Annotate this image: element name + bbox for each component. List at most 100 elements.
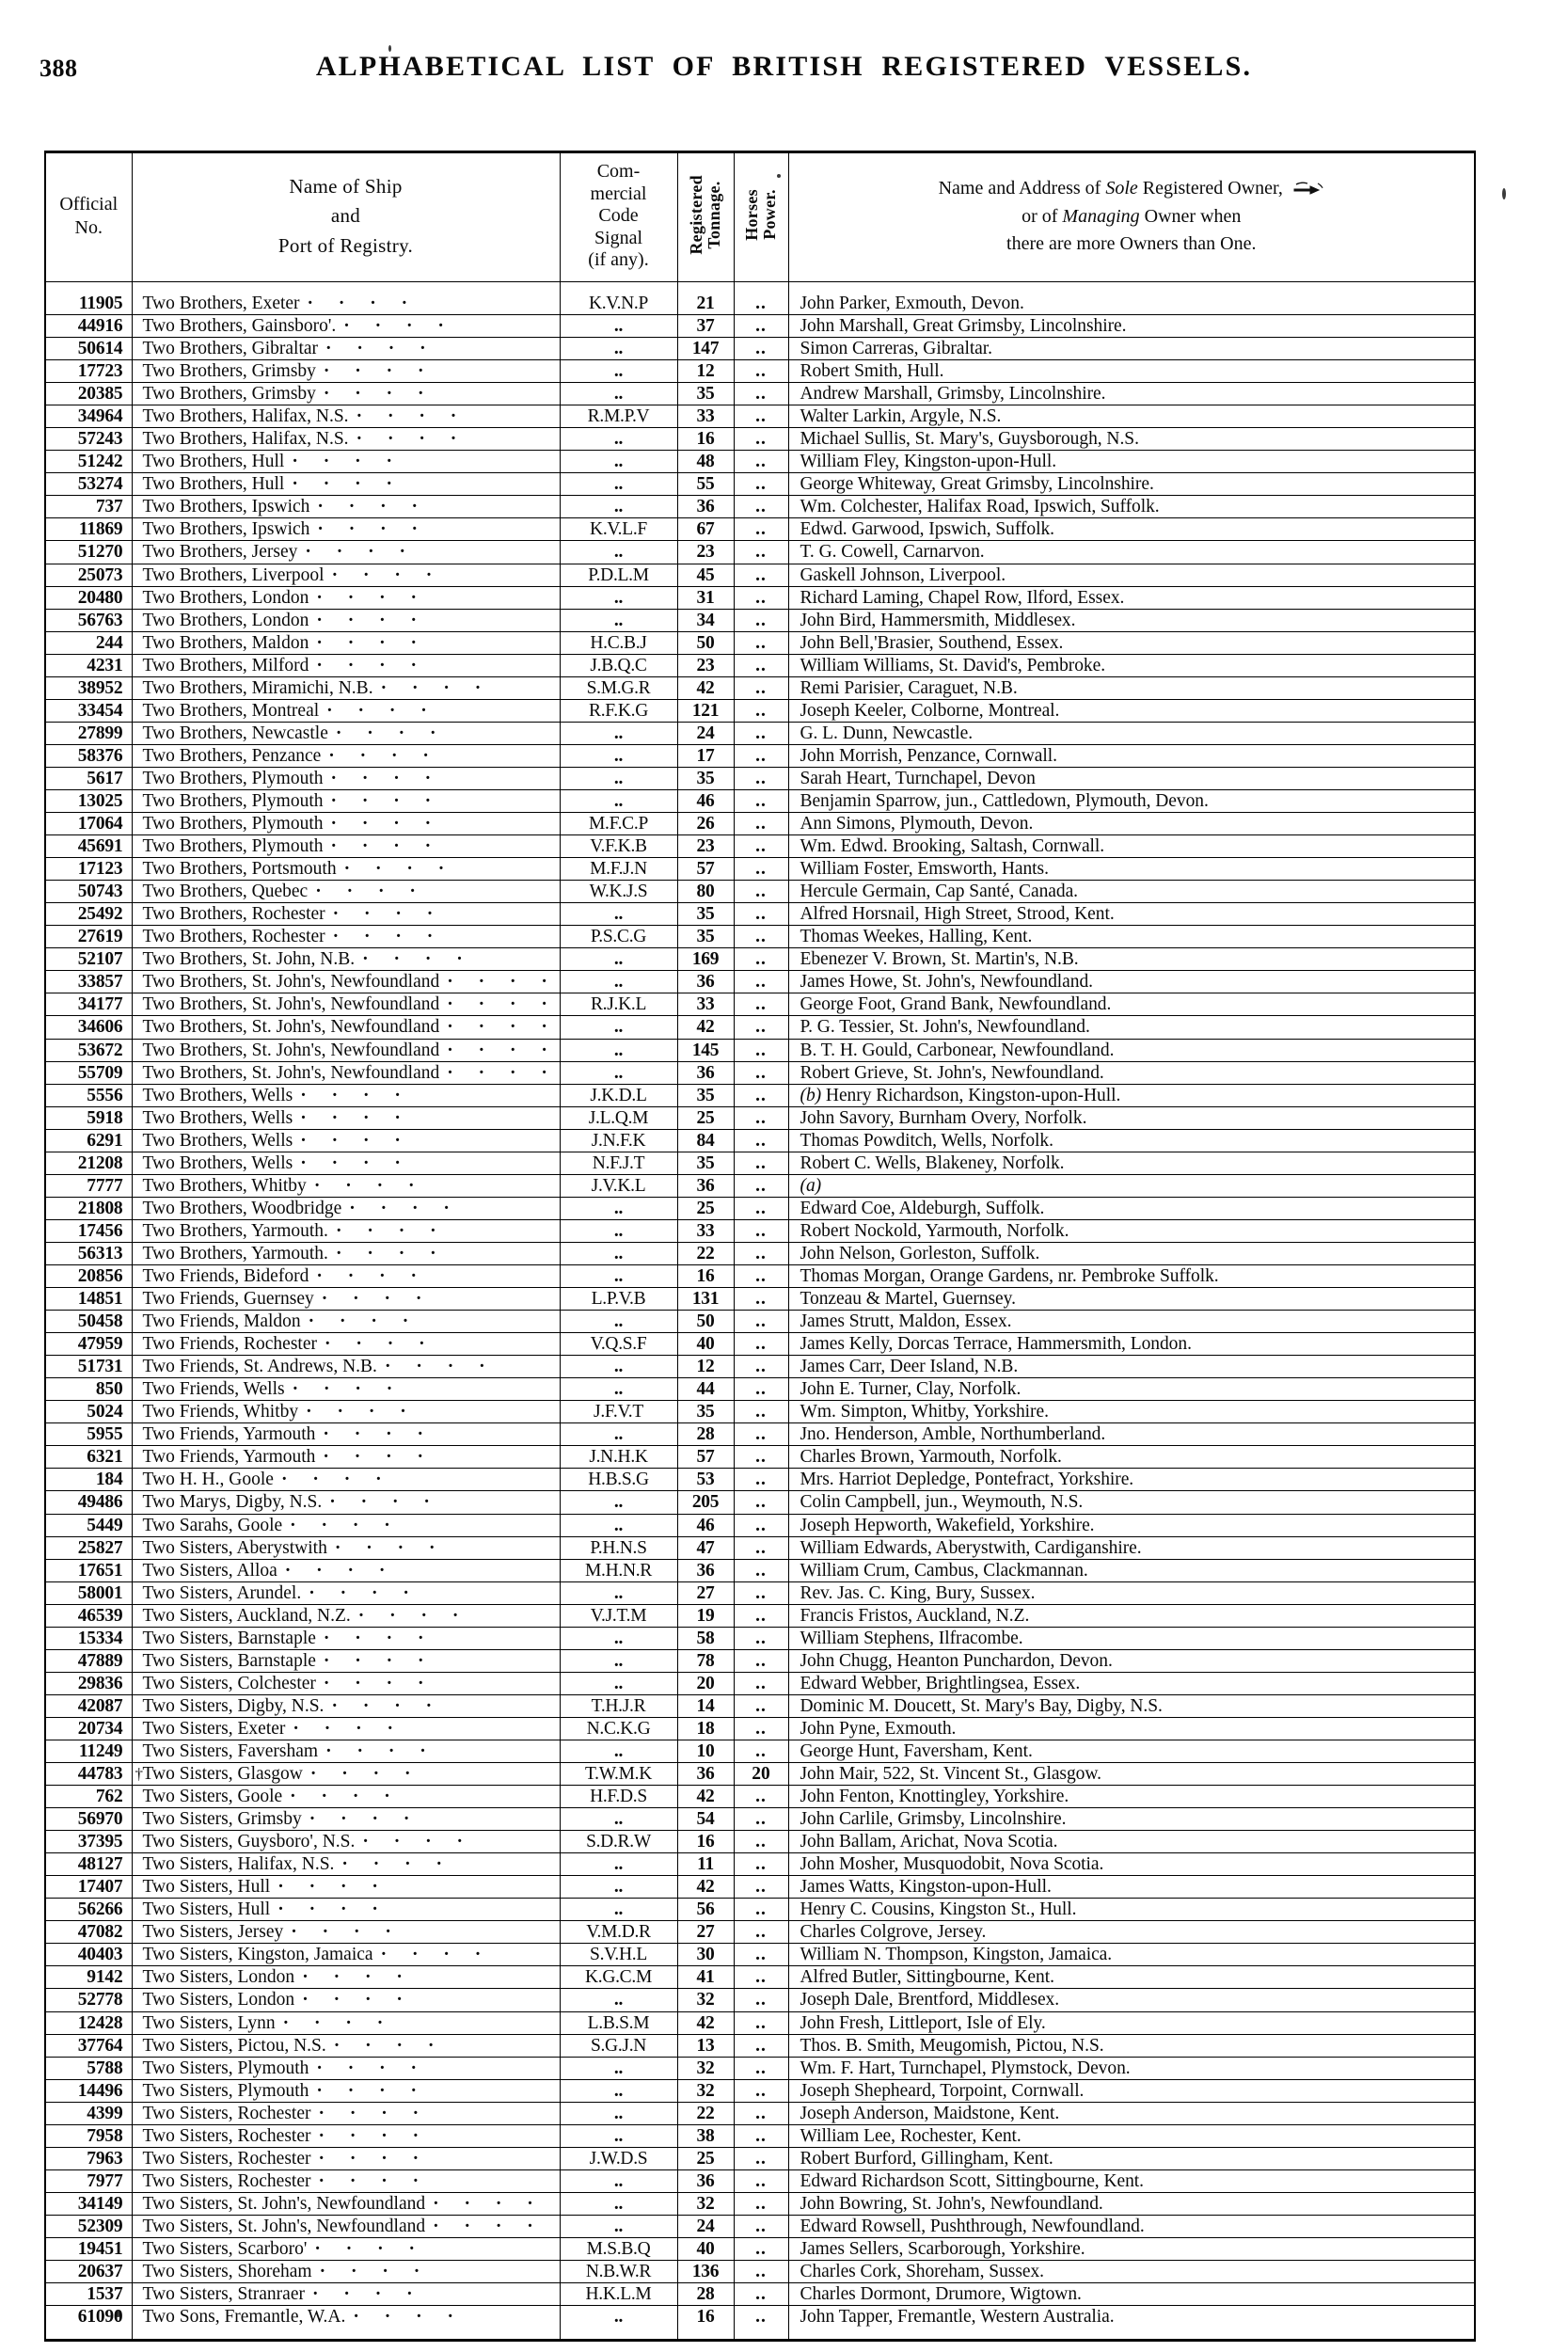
cell-ship-name-port: Two Brothers, Maldon · · · ·: [131, 630, 561, 655]
owner-text: G. L. Dunn, Newcastle.: [800, 723, 974, 743]
cell-horses-power: ..: [733, 880, 789, 904]
ship-name-text: Two Sisters, Plymouth: [142, 2080, 309, 2101]
cell-official-no: 47959: [44, 1332, 133, 1357]
ship-name-text: Two Sisters, Rochester: [142, 2148, 311, 2169]
table-row: 47959 Two Friends, Rochester · · · · V.Q.S.…: [44, 1332, 1476, 1357]
cell-registered-tonnage: 22: [676, 2101, 735, 2125]
owner-text: John E. Turner, Clay, Norfolk.: [800, 1379, 1022, 1400]
cell-ship-name-port: Two Brothers, London · · · ·: [131, 585, 561, 610]
cell-registered-tonnage: 56: [676, 1898, 735, 1922]
owner-text: Jno. Henderson, Amble, Northumberland.: [800, 1424, 1106, 1445]
cell-ship-name-port: Two Brothers, Quebec · · · ·: [131, 880, 561, 904]
cell-owner-name-address: Ann Simons, Plymouth, Devon.: [787, 812, 1476, 836]
code-line1: Com-: [596, 161, 641, 182]
owner-text: Edward Coe, Aldeburgh, Suffolk.: [800, 1198, 1045, 1218]
cell-horses-power: ..: [733, 1128, 789, 1152]
cell-registered-tonnage: 33: [676, 1218, 735, 1243]
cell-registered-tonnage: 20: [676, 1671, 735, 1695]
cell-code-signal: R.J.K.L: [559, 993, 678, 1017]
owner-text: Gaskell Johnson, Liverpool.: [800, 564, 1006, 585]
leader-dots: · · · ·: [323, 1673, 435, 1693]
ship-name-text: Two Friends, Whitby: [142, 1402, 299, 1422]
cell-registered-tonnage: 48: [676, 450, 735, 474]
table-row: 56266 Two Sisters, Hull · · · ·.. 56.. Henry…: [44, 1898, 1476, 1922]
cell-registered-tonnage: 38: [676, 2123, 735, 2148]
table-row: 5918 Two Brothers, Wells · · · · J.L.Q.M 25.…: [44, 1105, 1476, 1130]
cell-owner-name-address: Andrew Marshall, Grimsby, Lincolnshire.: [787, 382, 1476, 406]
cell-official-no: 17123: [44, 857, 133, 882]
ship-name-text: Two Brothers, Grimsby: [142, 384, 316, 405]
ship-name-text: Two Sisters, Pictou, N.S.: [142, 2035, 326, 2056]
cell-code-signal: ..: [559, 947, 678, 972]
ship-name-text: Two Brothers, Rochester: [142, 927, 325, 947]
cell-owner-name-address: William Edwards, Aberystwith, Cardigansh…: [787, 1535, 1476, 1560]
cell-registered-tonnage: 36: [676, 1173, 735, 1198]
cell-owner-name-address: Gaskell Johnson, Liverpool.: [787, 563, 1476, 587]
cell-registered-tonnage: 55: [676, 472, 735, 497]
ship-name-text: Two Sisters, Rochester: [142, 2125, 311, 2146]
cell-code-signal: ..: [559, 1875, 678, 1899]
cell-ship-name-port: Two Brothers, St. John's, Newfoundland · …: [131, 970, 561, 994]
leader-dots: · · · ·: [353, 2307, 464, 2328]
leader-dots: · · · ·: [343, 316, 454, 337]
owner-text: Tonzeau & Martel, Guernsey.: [800, 1289, 1016, 1310]
cell-official-no: 47082: [44, 1920, 133, 1945]
cell-registered-tonnage: 42: [676, 1015, 735, 1040]
cell-official-no: 850: [44, 1377, 133, 1402]
cell-official-no: 5556: [44, 1083, 133, 1107]
table-row: 25827 Two Sisters, Aberystwith · · · · P.H.…: [44, 1535, 1476, 1560]
owner-text: John Marshall, Great Grimsby, Lincolnshi…: [800, 316, 1127, 337]
cell-horses-power: ..: [733, 1581, 789, 1605]
cell-horses-power: ..: [733, 405, 789, 429]
table-row: 48127 Two Sisters, Halifax, N.S. · · · ·..…: [44, 1852, 1476, 1877]
leader-dots: · · · ·: [433, 2193, 544, 2214]
cell-ship-name-port: Two Friends, St. Andrews, N.B. · · · ·: [131, 1355, 561, 1379]
cell-registered-tonnage: 35: [676, 1151, 735, 1175]
cell-horses-power: ..: [733, 721, 789, 745]
cell-official-no: 6291: [44, 1128, 133, 1152]
cell-horses-power: ..: [733, 1083, 789, 1107]
table-row: 11869 Two Brothers, Ipswich · · · · K.V.L.F…: [44, 517, 1476, 542]
horses-vertical-label: Horses Power.: [742, 189, 779, 241]
cell-registered-tonnage: 31: [676, 585, 735, 610]
cell-horses-power: ..: [733, 1898, 789, 1922]
cell-official-no: 5024: [44, 1400, 133, 1424]
ship-name-text: Two Brothers, Plymouth: [142, 791, 324, 811]
cell-owner-name-address: Edward Richardson Scott, Sittingbourne, …: [787, 2169, 1476, 2193]
cell-horses-power: ..: [733, 857, 789, 882]
cell-registered-tonnage: 145: [676, 1038, 735, 1062]
owner-text: William Stephens, Ilfracombe.: [800, 1628, 1023, 1648]
owner-line2-a: or of: [1022, 205, 1063, 227]
owner-text: John Bird, Hammersmith, Middlesex.: [800, 610, 1076, 630]
cell-owner-name-address: Henry C. Cousins, Kingston St., Hull.: [787, 1898, 1476, 1922]
cell-ship-name-port: Two Brothers, Wells · · · ·: [131, 1083, 561, 1107]
owner-text: William Edwards, Aberystwith, Cardigansh…: [800, 1537, 1142, 1558]
ship-name-text: Two Sisters, Alloa: [142, 1560, 277, 1581]
ship-name-text: Two Sisters, St. John's, Newfoundland: [142, 2216, 426, 2236]
ship-name-text: Two Friends, Rochester: [142, 1334, 317, 1355]
cell-registered-tonnage: 28: [676, 2282, 735, 2307]
cell-registered-tonnage: 42: [676, 2010, 735, 2035]
cell-official-no: 46539: [44, 1603, 133, 1628]
leader-dots: · · · ·: [321, 1289, 433, 1310]
table-row: 4231 Two Brothers, Milford · · · · J.B.Q.C 2…: [44, 653, 1476, 677]
cell-ship-name-port: Two Sisters, St. John's, Newfoundland · ·…: [131, 2191, 561, 2216]
owner-text: William Foster, Emsworth, Hants.: [800, 859, 1049, 880]
cell-code-signal: ..: [559, 427, 678, 452]
ship-name-text: Two Brothers, Maldon: [142, 632, 309, 653]
table-row: 5955 Two Friends, Yarmouth · · · ·.. 28.. Jn…: [44, 1422, 1476, 1447]
cell-ship-name-port: Two Brothers, Portsmouth · · · ·: [131, 857, 561, 882]
cell-ship-name-port: Two Brothers, Liverpool · · · ·: [131, 563, 561, 587]
cell-horses-power: ..: [733, 1988, 789, 2012]
print-speck: [1502, 188, 1506, 199]
ship-name-text: Two Brothers, Ipswich: [142, 497, 310, 517]
leader-dots: · · · ·: [323, 361, 435, 382]
ship-name-text: Two Sisters, Grimsby: [142, 1809, 302, 1830]
vessels-table-container: Official No. Name of Ship and Port of Re…: [44, 151, 1476, 2343]
cell-registered-tonnage: 84: [676, 1128, 735, 1152]
cell-code-signal: J.N.H.K: [559, 1445, 678, 1470]
cell-horses-power: ..: [733, 2056, 789, 2080]
cell-owner-name-address: William Stephens, Ilfracombe.: [787, 1626, 1476, 1650]
cell-owner-name-address: Joseph Shepheard, Torpoint, Cornwall.: [787, 2078, 1476, 2103]
cell-ship-name-port: Two Brothers, Woodbridge · · · ·: [131, 1196, 561, 1220]
